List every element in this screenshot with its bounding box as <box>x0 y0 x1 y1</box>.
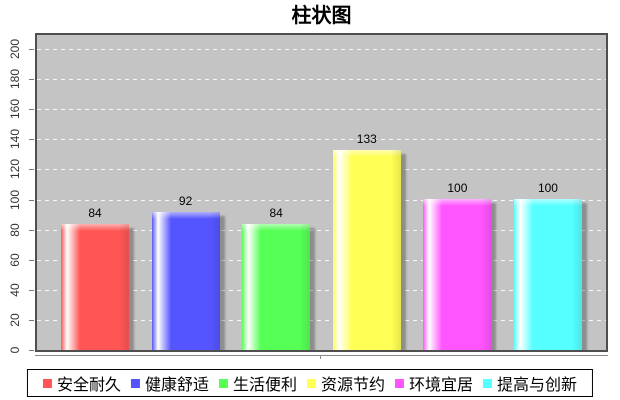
bar-环境宜居 <box>423 199 492 350</box>
gridline-80 <box>37 229 606 231</box>
y-axis-tick <box>29 199 34 201</box>
y-axis-tick <box>29 259 34 261</box>
legend-swatch-icon <box>218 378 228 388</box>
bar-提高与创新 <box>513 199 582 350</box>
gridline-20 <box>37 319 606 321</box>
bar-value-label: 84 <box>88 206 102 220</box>
legend-swatch-icon <box>42 378 52 388</box>
legend-item-健康舒适: 健康舒适 <box>130 371 209 395</box>
bar-value-label: 84 <box>269 206 283 220</box>
legend-label: 资源节约 <box>321 377 386 394</box>
gridline-180 <box>37 79 606 81</box>
legend-swatch-icon <box>130 378 140 388</box>
chart-title: 柱状图 <box>291 5 352 27</box>
bar-资源节约 <box>332 150 401 350</box>
gridline-160 <box>37 109 606 111</box>
bar-健康舒适 <box>151 212 220 350</box>
legend: 安全耐久 健康舒适 生活便利 资源节约 环境宜居 提高与创新 <box>26 369 594 397</box>
gridline-100 <box>37 199 606 201</box>
plot-area: 84 92 84 133 100 100 <box>35 33 608 352</box>
legend-label: 安全耐久 <box>56 377 121 394</box>
legend-item-安全耐久: 安全耐久 <box>42 371 121 395</box>
legend-item-生活便利: 生活便利 <box>218 371 297 395</box>
x-axis-line <box>35 355 608 356</box>
y-axis-tick <box>29 350 34 351</box>
gridline-200 <box>37 49 606 50</box>
legend-item-环境宜居: 环境宜居 <box>395 371 473 395</box>
legend-item-提高与创新: 提高与创新 <box>483 371 577 395</box>
y-axis-tick <box>29 79 34 81</box>
bar-生活便利 <box>242 224 311 350</box>
legend-item-资源节约: 资源节约 <box>307 371 385 395</box>
gridline-40 <box>37 289 606 291</box>
bar-value-label: 100 <box>537 181 558 195</box>
bar-安全耐久 <box>61 224 129 350</box>
y-axis-tick <box>29 139 34 141</box>
legend-label: 健康舒适 <box>144 377 209 394</box>
bar-value-label: 100 <box>447 181 468 195</box>
y-axis-tick <box>29 319 34 321</box>
legend-label: 提高与创新 <box>497 377 578 394</box>
bar-value-label: 92 <box>178 194 193 208</box>
bars-container: 84 92 84 133 100 100 <box>61 35 582 350</box>
gridline-60 <box>37 259 606 261</box>
legend-swatch-icon <box>395 378 405 388</box>
legend-swatch-icon <box>307 378 316 388</box>
legend-label: 环境宜居 <box>409 377 474 394</box>
legend-swatch-icon <box>483 378 493 388</box>
y-axis-tick <box>29 289 34 291</box>
y-axis-tick-label: 200 <box>8 38 22 60</box>
y-axis-tick <box>29 109 34 111</box>
y-axis-tick <box>29 229 34 231</box>
y-axis-tick <box>29 49 34 50</box>
gridline-120 <box>37 169 606 171</box>
legend-label: 生活便利 <box>232 377 297 394</box>
x-axis-tick <box>320 355 321 359</box>
y-axis-tick <box>29 169 34 171</box>
gridline-140 <box>37 139 606 141</box>
bar-value-label: 133 <box>356 132 377 146</box>
